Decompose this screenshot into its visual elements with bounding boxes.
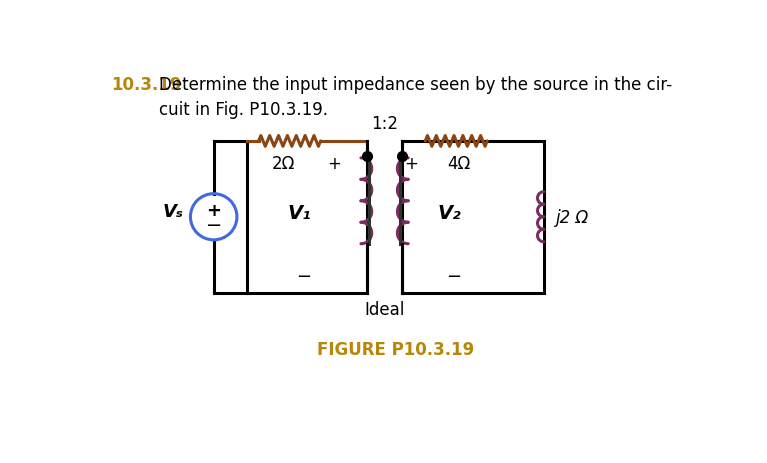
- Text: Ideal: Ideal: [364, 300, 405, 319]
- Text: FIGURE P10.3.19: FIGURE P10.3.19: [317, 340, 474, 358]
- Text: V₁: V₁: [288, 204, 311, 223]
- Text: 4Ω: 4Ω: [448, 155, 471, 173]
- Text: −: −: [446, 267, 461, 285]
- Text: −: −: [295, 267, 311, 285]
- Text: +: +: [328, 155, 341, 173]
- Text: 10.3.19: 10.3.19: [111, 75, 182, 94]
- Text: V₂: V₂: [438, 204, 462, 223]
- Text: Vₛ: Vₛ: [163, 202, 184, 220]
- Text: +: +: [206, 201, 221, 219]
- Text: +: +: [404, 155, 418, 173]
- Text: 1:2: 1:2: [371, 114, 398, 132]
- Text: j2 Ω: j2 Ω: [555, 208, 589, 226]
- Text: −: −: [206, 215, 222, 234]
- Text: Determine the input impedance seen by the source in the cir-
cuit in Fig. P10.3.: Determine the input impedance seen by th…: [160, 75, 673, 119]
- Text: 2Ω: 2Ω: [272, 155, 295, 173]
